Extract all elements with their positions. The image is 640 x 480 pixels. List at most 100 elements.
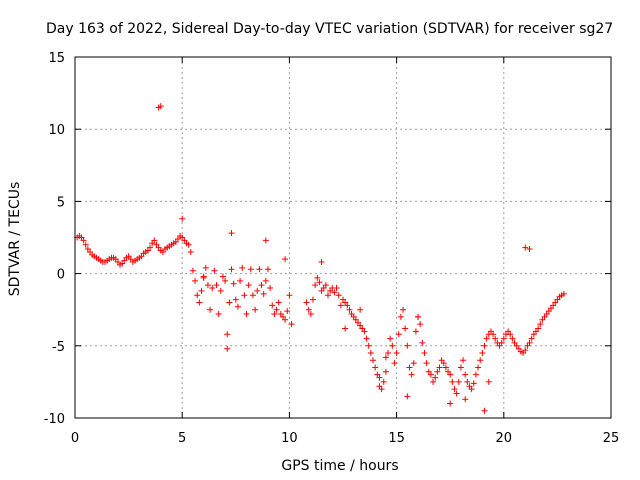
data-point	[526, 339, 533, 346]
data-point	[535, 325, 542, 332]
data-point	[404, 393, 411, 400]
plot-frame	[74, 56, 612, 419]
data-point	[80, 237, 87, 244]
y-tick-label: 5	[57, 195, 65, 210]
y-tick-label: 10	[48, 123, 65, 138]
data-point	[230, 280, 237, 287]
x-tick-label: 20	[496, 431, 513, 446]
grid-lines	[75, 57, 611, 418]
data-point	[410, 360, 417, 367]
data-point	[526, 246, 533, 253]
data-point	[363, 335, 370, 342]
data-point	[442, 364, 449, 371]
data-point	[316, 279, 323, 286]
data-point	[264, 266, 271, 273]
data-point	[385, 350, 392, 357]
data-point	[179, 215, 186, 222]
data-point	[262, 277, 269, 284]
data-point	[436, 364, 443, 371]
data-point	[207, 306, 214, 313]
data-point	[468, 386, 475, 393]
axis-ticks: 0 5 10 15 20 25 -10 -5 0 5 10 15	[44, 51, 620, 446]
data-point	[462, 371, 469, 378]
y-axis-title: SDTVAR / TECUs	[7, 182, 23, 297]
data-point	[462, 396, 469, 403]
data-point	[346, 306, 353, 313]
data-point	[382, 368, 389, 375]
data-point	[447, 371, 454, 378]
data-point	[82, 241, 89, 248]
chart-title: Day 163 of 2022, Sidereal Day-to-day VTE…	[46, 21, 613, 37]
data-point	[247, 266, 254, 273]
data-point	[209, 285, 216, 292]
data-point	[202, 264, 209, 271]
data-point	[485, 378, 492, 385]
data-point	[288, 321, 295, 328]
data-point	[483, 335, 490, 342]
data-point	[481, 342, 488, 349]
data-point	[262, 237, 269, 244]
data-point	[389, 342, 396, 349]
data-point	[528, 335, 535, 342]
data-point	[213, 282, 220, 289]
data-point	[314, 274, 321, 281]
data-point	[252, 306, 259, 313]
data-point	[457, 364, 464, 371]
data-point	[449, 378, 456, 385]
data-point	[157, 103, 164, 110]
data-point	[440, 360, 447, 367]
data-point	[217, 287, 224, 294]
data-point	[228, 266, 235, 273]
data-point	[307, 311, 314, 318]
data-point	[258, 282, 265, 289]
data-point	[434, 368, 441, 375]
data-point	[337, 302, 344, 309]
y-tick-label: 15	[48, 51, 65, 66]
data-point	[256, 266, 263, 273]
data-point	[378, 386, 385, 393]
data-point	[305, 306, 312, 313]
data-point	[361, 328, 368, 335]
data-point	[415, 313, 422, 320]
data-point	[382, 354, 389, 361]
x-tick-label: 5	[178, 431, 186, 446]
x-axis-title: GPS time / hours	[281, 458, 398, 474]
data-point	[472, 371, 479, 378]
data-point	[387, 335, 394, 342]
data-point	[507, 331, 514, 338]
x-tick-label: 10	[281, 431, 298, 446]
data-point	[185, 241, 192, 248]
data-point	[370, 357, 377, 364]
data-point	[397, 313, 404, 320]
data-point	[269, 302, 276, 309]
data-point	[222, 277, 229, 284]
data-point	[475, 364, 482, 371]
data-point	[245, 282, 252, 289]
data-point	[412, 328, 419, 335]
data-point	[460, 357, 467, 364]
data-point	[498, 339, 505, 346]
data-point	[427, 371, 434, 378]
data-point	[479, 350, 486, 357]
data-point	[400, 306, 407, 313]
data-point	[194, 292, 201, 299]
data-point	[492, 335, 499, 342]
data-point	[232, 296, 239, 303]
data-point	[275, 299, 282, 306]
data-point	[239, 264, 246, 271]
data-point	[404, 342, 411, 349]
data-point	[224, 345, 231, 352]
data-point	[282, 316, 289, 323]
data-point	[226, 299, 233, 306]
data-point	[189, 267, 196, 274]
data-point	[417, 321, 424, 328]
data-point	[234, 303, 241, 310]
data-point	[260, 290, 267, 297]
data-point	[198, 287, 205, 294]
data-point	[228, 230, 235, 237]
data-point	[254, 287, 261, 294]
data-point	[419, 339, 426, 346]
data-point	[509, 335, 516, 342]
data-point	[151, 237, 158, 244]
